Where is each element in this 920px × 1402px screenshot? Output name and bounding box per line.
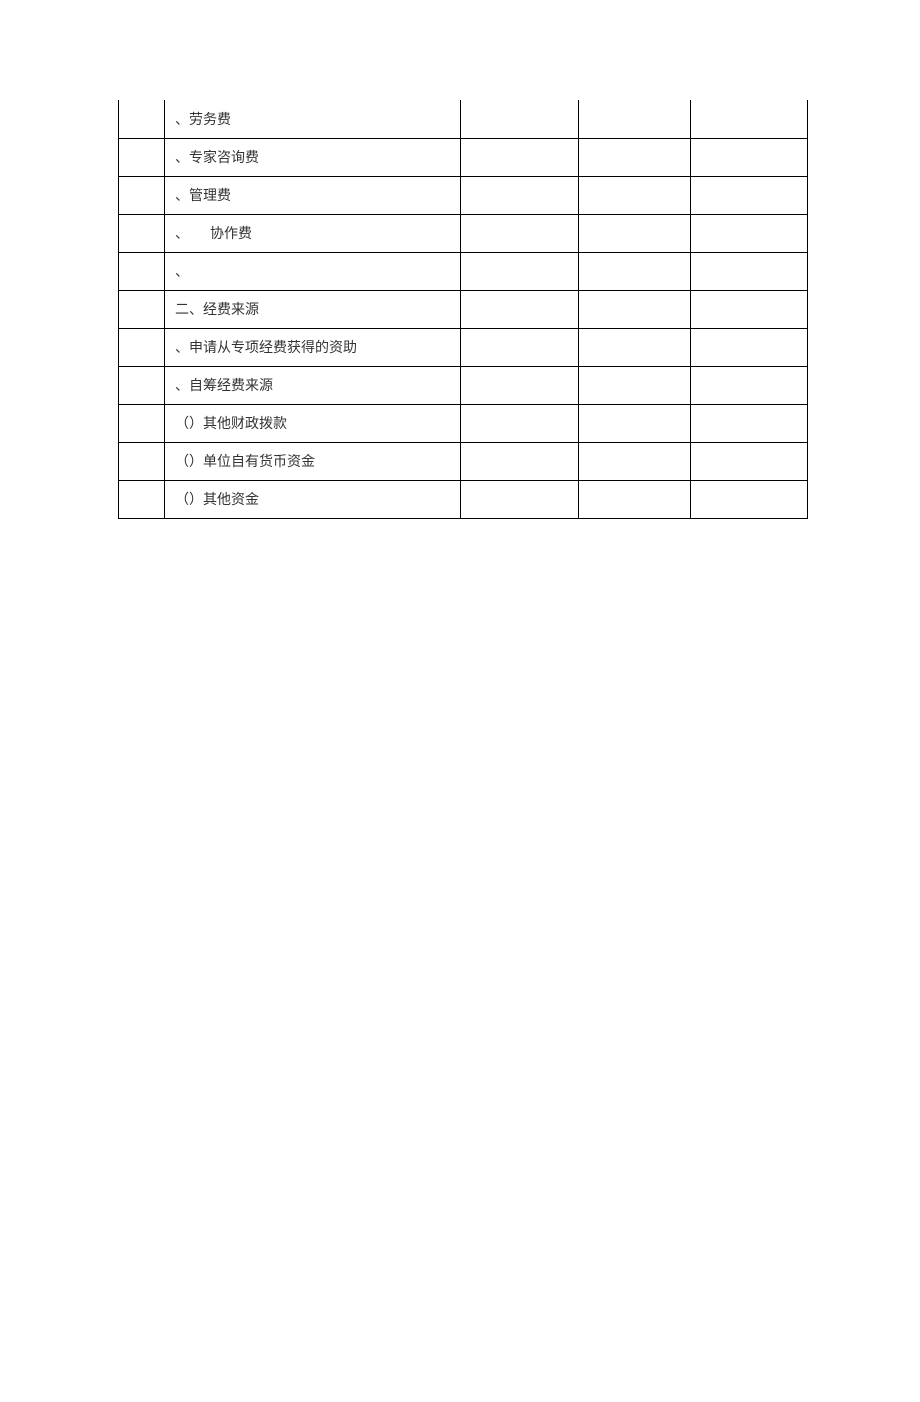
cell-col4	[579, 480, 691, 518]
cell-col1	[119, 176, 165, 214]
cell-col4	[579, 290, 691, 328]
cell-label: 二、经费来源	[165, 290, 461, 328]
table-row: 、劳务费	[119, 100, 808, 138]
cell-col1	[119, 252, 165, 290]
cell-col1	[119, 290, 165, 328]
table-row: 、专家咨询费	[119, 138, 808, 176]
table-row: 、	[119, 252, 808, 290]
cell-col3	[461, 366, 579, 404]
cell-label: 、	[165, 252, 461, 290]
cell-label: 、申请从专项经费获得的资助	[165, 328, 461, 366]
cell-col5	[691, 480, 808, 518]
cell-col1	[119, 404, 165, 442]
budget-table-container: 、劳务费、专家咨询费、管理费、 协作费、二、经费来源、申请从专项经费获得的资助、…	[118, 100, 806, 519]
cell-col1	[119, 138, 165, 176]
table-row: 、管理费	[119, 176, 808, 214]
budget-table: 、劳务费、专家咨询费、管理费、 协作费、二、经费来源、申请从专项经费获得的资助、…	[118, 100, 808, 519]
cell-col3	[461, 214, 579, 252]
cell-col3	[461, 328, 579, 366]
table-row: （）其他财政拨款	[119, 404, 808, 442]
cell-label: 、管理费	[165, 176, 461, 214]
cell-col5	[691, 442, 808, 480]
cell-col1	[119, 328, 165, 366]
cell-col5	[691, 366, 808, 404]
cell-col1	[119, 214, 165, 252]
cell-col5	[691, 290, 808, 328]
cell-col3	[461, 442, 579, 480]
table-row: 、自筹经费来源	[119, 366, 808, 404]
cell-col3	[461, 138, 579, 176]
cell-col4	[579, 328, 691, 366]
table-row: （）其他资金	[119, 480, 808, 518]
cell-label: （）其他资金	[165, 480, 461, 518]
table-row: 二、经费来源	[119, 290, 808, 328]
cell-col5	[691, 328, 808, 366]
cell-col3	[461, 252, 579, 290]
cell-col5	[691, 214, 808, 252]
cell-col4	[579, 366, 691, 404]
cell-col5	[691, 252, 808, 290]
table-row: 、 协作费	[119, 214, 808, 252]
cell-col1	[119, 100, 165, 138]
cell-col1	[119, 442, 165, 480]
cell-col4	[579, 100, 691, 138]
cell-col1	[119, 366, 165, 404]
table-row: 、申请从专项经费获得的资助	[119, 328, 808, 366]
cell-col4	[579, 138, 691, 176]
cell-label: （）其他财政拨款	[165, 404, 461, 442]
cell-col5	[691, 176, 808, 214]
cell-col1	[119, 480, 165, 518]
cell-col3	[461, 290, 579, 328]
cell-col5	[691, 138, 808, 176]
cell-col4	[579, 252, 691, 290]
cell-col4	[579, 214, 691, 252]
table-row: （）单位自有货币资金	[119, 442, 808, 480]
cell-col5	[691, 404, 808, 442]
cell-label: （）单位自有货币资金	[165, 442, 461, 480]
cell-col4	[579, 442, 691, 480]
cell-col5	[691, 100, 808, 138]
cell-col3	[461, 404, 579, 442]
cell-label: 、 协作费	[165, 214, 461, 252]
cell-col3	[461, 176, 579, 214]
cell-col4	[579, 176, 691, 214]
cell-col3	[461, 100, 579, 138]
cell-label: 、自筹经费来源	[165, 366, 461, 404]
cell-label: 、劳务费	[165, 100, 461, 138]
cell-col3	[461, 480, 579, 518]
cell-label: 、专家咨询费	[165, 138, 461, 176]
cell-col4	[579, 404, 691, 442]
